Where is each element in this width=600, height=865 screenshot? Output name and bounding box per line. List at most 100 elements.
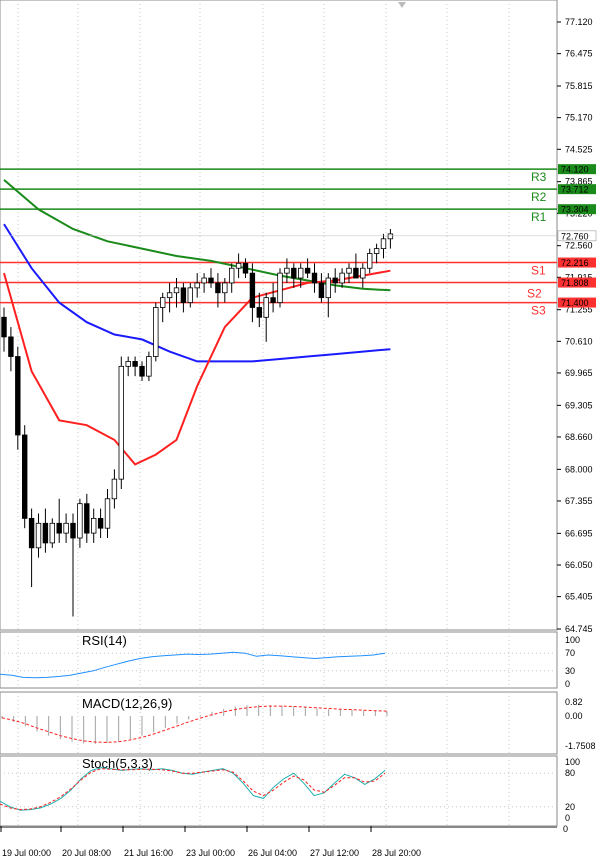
- rsi-panel-frame: [0, 631, 558, 689]
- price-ytick-label: 77.120: [565, 17, 593, 27]
- macd-panel-frame: [0, 691, 558, 755]
- pivot-price-label-s1: 72.216: [561, 258, 589, 268]
- candle-body: [242, 262, 249, 274]
- candle-body: [153, 307, 159, 357]
- candle-body: [387, 233, 394, 240]
- stoch-ytick-label: 80: [565, 768, 575, 778]
- candle-body: [56, 522, 62, 534]
- price-ytick-label: 71.255: [565, 305, 593, 315]
- candle-body: [346, 267, 352, 274]
- candle-body: [91, 517, 97, 534]
- pivot-price-label-r1: 73.304: [561, 205, 589, 215]
- candle-body: [270, 297, 276, 303]
- candle-body: [249, 272, 256, 308]
- candle-body: [373, 248, 380, 254]
- candle-body: [21, 434, 28, 519]
- rsi-line: [0, 651, 386, 679]
- current-price-box: [557, 230, 597, 242]
- pivot-price-label-s3: 71.400: [561, 298, 589, 308]
- price-ytick-label: 71.915: [565, 272, 593, 282]
- rsi-ytick-label: 70: [565, 648, 575, 658]
- macd-ytick-label: -1.7508: [565, 741, 596, 751]
- pivot-price-label-r3: 74.120: [561, 165, 589, 175]
- stoch-ytick-label: 100: [565, 757, 580, 767]
- macd-signal-line: [1, 705, 388, 743]
- price-panel-frame: [0, 0, 558, 631]
- stoch-signal-line: [0, 768, 386, 811]
- candle-body: [146, 356, 152, 377]
- stoch-panel-frame: [0, 755, 558, 827]
- candle-body: [208, 277, 214, 284]
- price-ytick-label: 64.745: [565, 624, 593, 634]
- candle-body: [15, 356, 21, 436]
- xtick-label: 23 Jul 00:00: [186, 848, 235, 858]
- candle-body: [332, 277, 338, 284]
- candle-body: [228, 267, 235, 284]
- stoch-ytick-label: 0: [565, 813, 570, 823]
- price-ytick-label: 66.695: [565, 528, 593, 538]
- price-ytick-label: 70.610: [565, 336, 593, 346]
- macd-ytick-label: 0.00: [565, 711, 583, 721]
- candle-body: [201, 277, 207, 284]
- candle-body: [339, 272, 345, 284]
- pivot-price-box-s2: [558, 277, 596, 288]
- pivot-price-box-r1: [558, 204, 596, 215]
- candle-body: [28, 517, 35, 549]
- pivot-price-box-r3: [558, 164, 596, 175]
- pivot-name-s1: S1: [531, 264, 546, 278]
- candle-body: [263, 297, 269, 318]
- stoch-zero-label: 0: [563, 824, 568, 834]
- candle-body: [166, 292, 173, 299]
- candle-body: [42, 522, 49, 544]
- candle-body: [256, 307, 262, 318]
- macd-title: MACD(12,26,9): [82, 696, 172, 711]
- xtick-label: 19 Jul 00:00: [2, 848, 51, 858]
- candle-body: [49, 522, 55, 544]
- candle-body: [325, 277, 331, 299]
- candle-body: [291, 267, 297, 279]
- price-ytick-label: 68.660: [565, 432, 593, 442]
- candle-body: [180, 287, 187, 303]
- candle-body: [304, 267, 311, 274]
- pivot-price-box-s3: [558, 297, 596, 308]
- candle-body: [1, 316, 7, 338]
- price-ytick-label: 66.050: [565, 560, 593, 570]
- candle-body: [222, 282, 228, 294]
- candle-body: [63, 522, 69, 534]
- candle-body: [111, 478, 118, 500]
- xtick-label: 28 Jul 20:00: [372, 848, 421, 858]
- pivot-price-box-r2: [558, 184, 596, 195]
- candle-body: [353, 267, 359, 279]
- candle-body: [215, 282, 221, 294]
- rsi-ytick-label: 100: [565, 635, 580, 645]
- price-ytick-label: 69.965: [565, 368, 593, 378]
- pivot-name-s2: S2: [527, 287, 542, 301]
- price-ytick-label: 68.000: [565, 464, 593, 474]
- xtick-label: 27 Jul 12:00: [310, 848, 359, 858]
- candle-body: [77, 503, 83, 539]
- pivot-name-r2: R2: [531, 190, 547, 204]
- xtick-label: 26 Jul 04:00: [248, 848, 297, 858]
- candle-body: [132, 361, 138, 367]
- pivot-name-r3: R3: [531, 170, 547, 184]
- candle-body: [159, 297, 166, 308]
- candle-body: [194, 282, 200, 289]
- candle-body: [277, 272, 283, 303]
- candle-body: [380, 238, 387, 250]
- macd-ytick-label: 0.82: [565, 697, 583, 707]
- pivot-name-r1: R1: [531, 210, 547, 224]
- pivot-price-label-s2: 71.808: [561, 278, 589, 288]
- candle-body: [187, 287, 193, 303]
- price-ytick-label: 76.475: [565, 49, 593, 59]
- candle-body: [360, 267, 366, 279]
- candle-body: [125, 361, 131, 367]
- candle-body: [284, 267, 290, 274]
- candle-body: [35, 522, 42, 549]
- candle-body: [366, 253, 373, 269]
- candle-body: [104, 498, 111, 529]
- pivot-price-label-r2: 73.712: [561, 185, 589, 195]
- stoch-title: Stoch(5,3,3): [82, 756, 153, 771]
- candle-body: [118, 365, 124, 480]
- stoch-ytick-label: 20: [565, 802, 575, 812]
